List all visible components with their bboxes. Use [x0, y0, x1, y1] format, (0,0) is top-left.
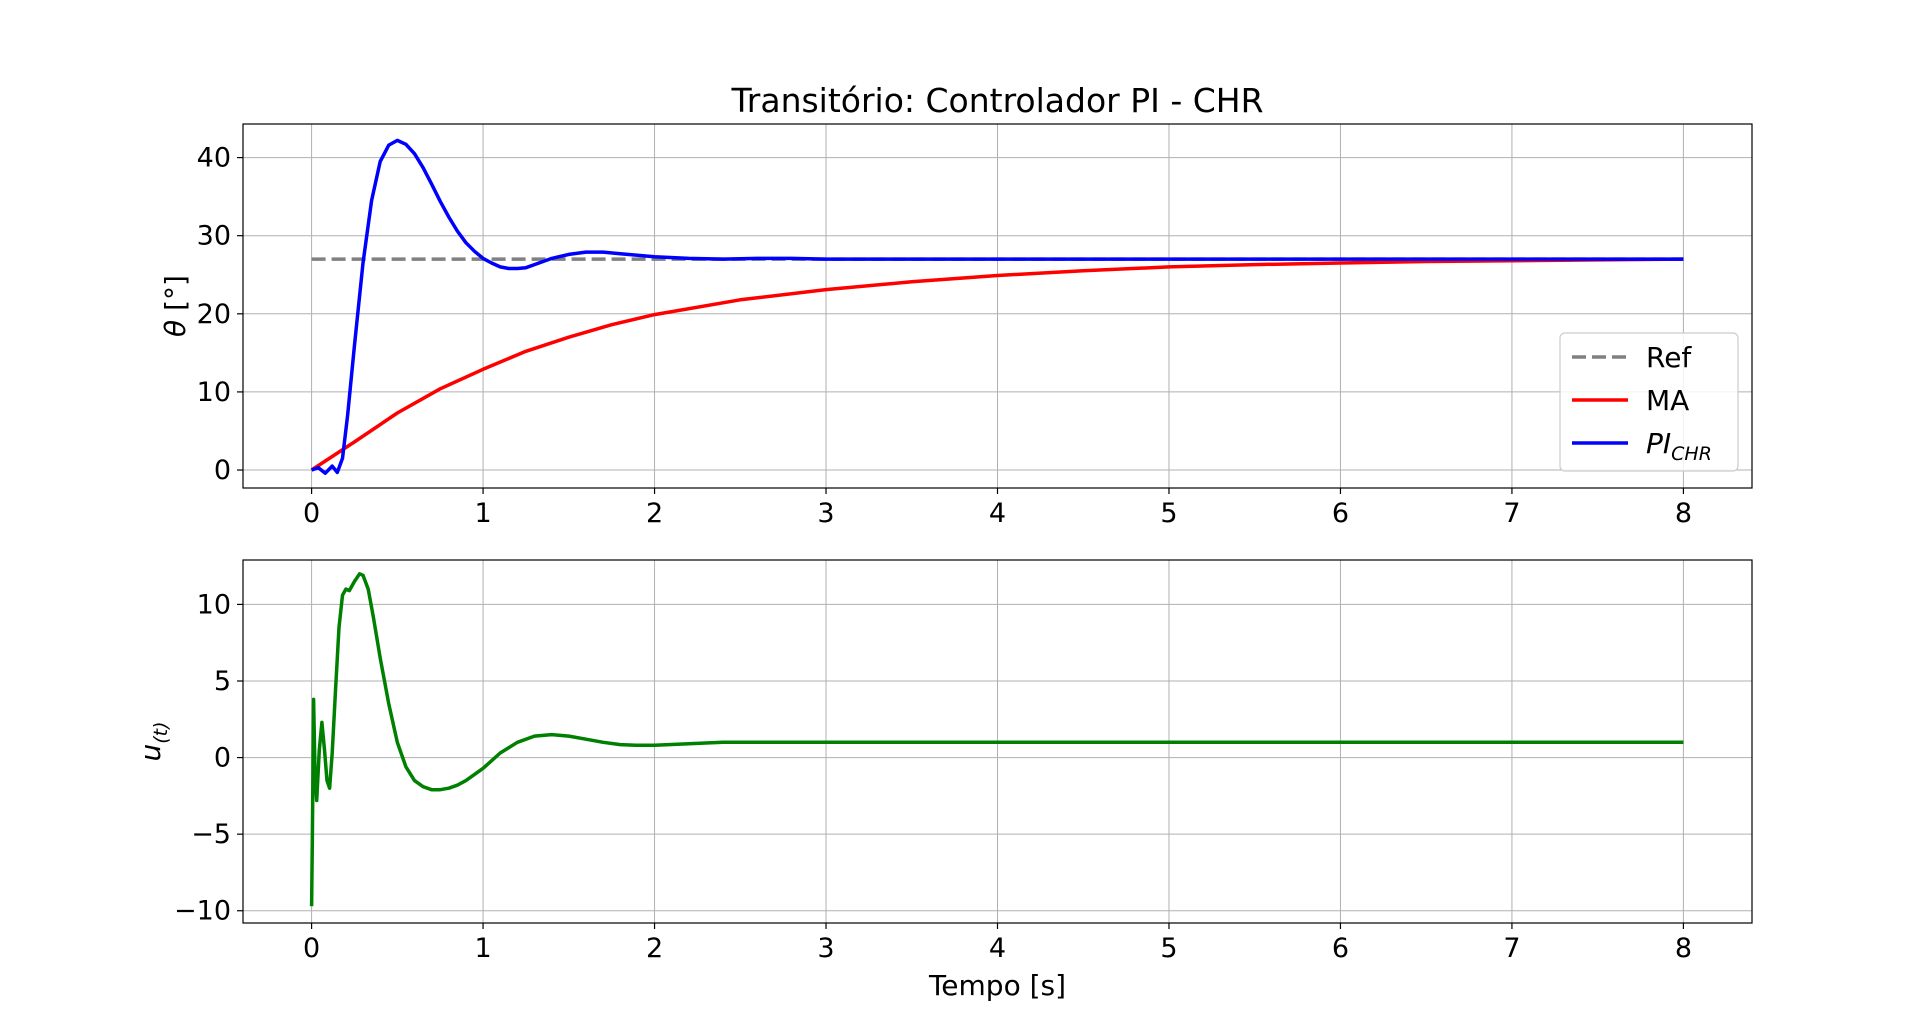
series-group [309, 572, 1684, 907]
x-tick-label: 6 [1332, 933, 1349, 964]
x-tick-label: 7 [1503, 933, 1520, 964]
series-line-pi-chr [311, 138, 1684, 475]
bottom-panel: 0 1 2 3 4 5 6 7 8 10 5 0 −5 −10 Tempo [s] u(t) [134, 559, 1753, 1002]
chart-title: Transitório: Controlador PI - CHR [730, 81, 1263, 120]
top-panel: 0 1 2 3 4 5 6 7 8 0 10 20 30 40 Transitório: Controlad… [159, 81, 1753, 529]
y-axis-label: θ [°] [159, 275, 192, 337]
legend-label: PICHR [1646, 427, 1712, 465]
y-tick-label: 20 [197, 299, 231, 330]
y-tick-label: 0 [214, 455, 231, 486]
y-tick-label: 40 [197, 143, 231, 174]
x-tick-label: 5 [1160, 498, 1177, 529]
y-tick-label: 5 [214, 666, 231, 697]
y-axis-label: u(t) [134, 721, 172, 761]
y-tick-label: 0 [214, 743, 231, 774]
x-tick-label: 8 [1675, 933, 1692, 964]
x-tick-label: 3 [817, 498, 834, 529]
y-tick-label: −10 [174, 896, 231, 927]
x-tick-label: 4 [989, 498, 1006, 529]
x-tick-label: 1 [474, 498, 491, 529]
x-tick-label: 6 [1332, 498, 1349, 529]
x-tick-label: 2 [646, 498, 663, 529]
legend-label: MA [1646, 384, 1689, 417]
legend-box [1559, 332, 1739, 472]
series-group [310, 138, 1684, 475]
x-tick-label: 3 [817, 933, 834, 964]
x-tick-label: 0 [303, 933, 320, 964]
x-tick-label: 4 [989, 933, 1006, 964]
y-tick-label: −5 [191, 819, 231, 850]
x-tick-label: 7 [1503, 498, 1520, 529]
x-axis-label: Tempo [s] [928, 969, 1066, 1002]
legend-label: Ref [1646, 341, 1692, 374]
x-tick-label: 0 [303, 498, 320, 529]
y-tick-label: 10 [197, 589, 231, 620]
x-tick-label: 8 [1675, 498, 1692, 529]
y-tick-label: 30 [197, 221, 231, 252]
series-line-u [309, 572, 1684, 907]
y-tick-label: 10 [197, 377, 231, 408]
x-tick-label: 5 [1160, 933, 1177, 964]
x-tick-label: 2 [646, 933, 663, 964]
x-tick-label: 1 [474, 933, 491, 964]
series-line-ma [310, 257, 1684, 472]
